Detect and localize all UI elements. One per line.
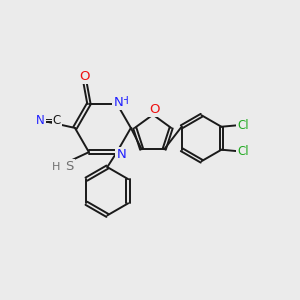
Text: N: N xyxy=(113,96,123,109)
Text: O: O xyxy=(79,70,90,83)
Text: S: S xyxy=(66,160,74,173)
Text: N: N xyxy=(116,148,126,161)
Text: O: O xyxy=(149,103,160,116)
Text: H: H xyxy=(52,162,61,172)
Text: Cl: Cl xyxy=(237,145,249,158)
Text: H: H xyxy=(121,96,129,106)
Text: Cl: Cl xyxy=(237,119,249,132)
Text: N: N xyxy=(36,114,45,127)
Text: C: C xyxy=(52,114,61,127)
